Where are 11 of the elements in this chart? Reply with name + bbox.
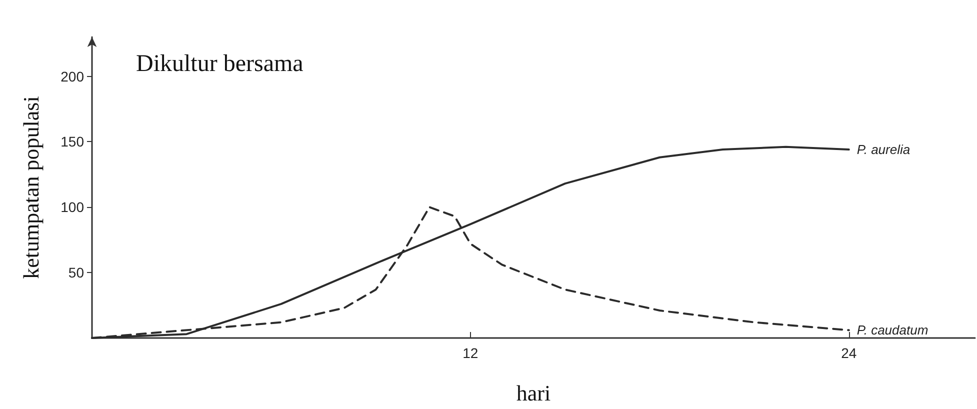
annotation: Dikultur bersama [136,51,304,77]
x-tick-label: 12 [462,345,478,361]
y-tick-label: 50 [68,264,84,281]
x-axis-title: hari [516,380,551,406]
y-tick-label: 100 [60,199,84,216]
y-tick-label: 200 [60,68,84,84]
series-label: P. aurelia [856,142,910,158]
y-axis-title: ketumpatan populasi [18,96,44,279]
y-tick-label: 150 [60,134,84,150]
x-tick-label: 24 [841,345,857,361]
series-label: P. caudatum [856,322,928,338]
